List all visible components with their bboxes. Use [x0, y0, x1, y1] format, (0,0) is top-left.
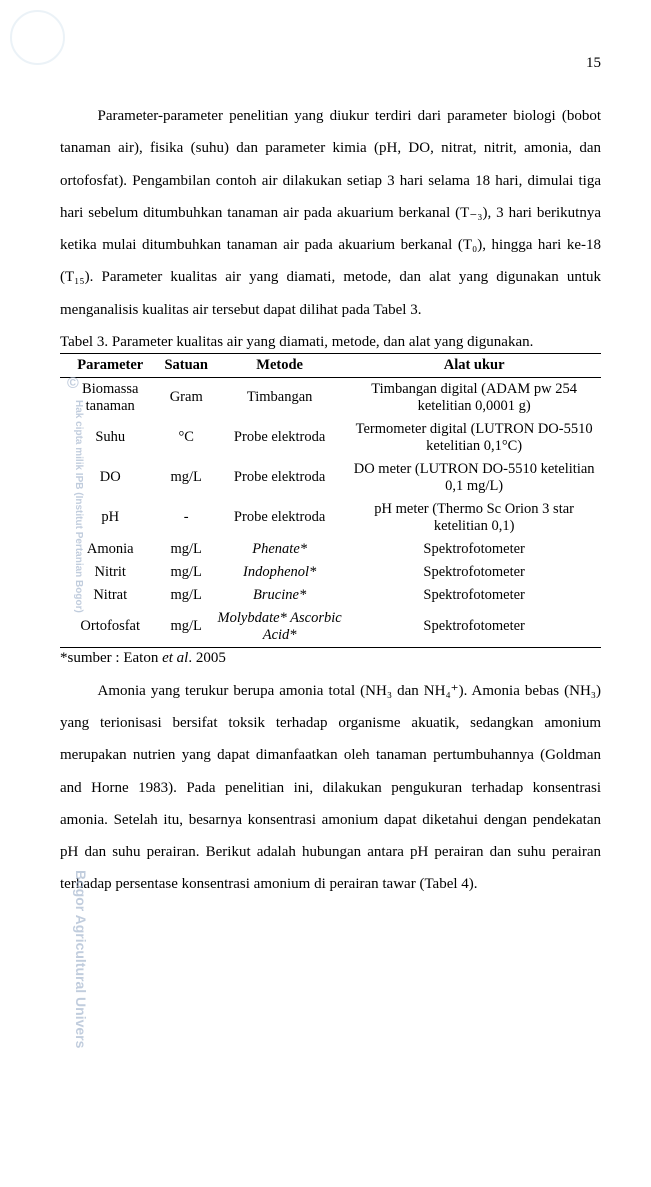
page-content: Parameter-parameter penelitian yang diuk… [60, 100, 601, 901]
header-metode: Metode [212, 353, 347, 377]
table-row: Nitrat mg/L Brucine* Spektrofotometer [60, 584, 601, 607]
parameter-table: Parameter Satuan Metode Alat ukur Biomas… [60, 353, 601, 648]
cell-metode: Phenate* [212, 538, 347, 561]
header-alat: Alat ukur [347, 353, 601, 377]
cell-param: Ortofosfat [60, 607, 160, 648]
paragraph-2: Amonia yang terukur berupa amonia total … [60, 675, 601, 901]
table-row: Amonia mg/L Phenate* Spektrofotometer [60, 538, 601, 561]
cell-satuan: mg/L [160, 458, 212, 498]
cell-satuan: - [160, 498, 212, 538]
table-header-row: Parameter Satuan Metode Alat ukur [60, 353, 601, 377]
table-caption: Tabel 3. Parameter kualitas air yang dia… [60, 334, 601, 351]
cell-alat: Termometer digital (LUTRON DO-5510 ketel… [347, 418, 601, 458]
cell-satuan: mg/L [160, 584, 212, 607]
cell-metode: Probe elektroda [212, 458, 347, 498]
table-footnote: *sumber : Eaton et al. 2005 [60, 650, 601, 667]
cell-alat: Spektrofotometer [347, 584, 601, 607]
cell-metode: Indophenol* [212, 561, 347, 584]
cell-satuan: °C [160, 418, 212, 458]
cell-metode: Probe elektroda [212, 498, 347, 538]
cell-alat: Spektrofotometer [347, 561, 601, 584]
cell-alat: DO meter (LUTRON DO-5510 ketelitian 0,1 … [347, 458, 601, 498]
cell-metode: Molybdate* Ascorbic Acid* [212, 607, 347, 648]
cell-metode: Timbangan [212, 377, 347, 418]
paragraph-1: Parameter-parameter penelitian yang diuk… [60, 100, 601, 326]
cell-metode: Probe elektroda [212, 418, 347, 458]
cell-satuan: mg/L [160, 607, 212, 648]
cell-alat: Spektrofotometer [347, 607, 601, 648]
table-row: DO mg/L Probe elektroda DO meter (LUTRON… [60, 458, 601, 498]
cell-satuan: mg/L [160, 538, 212, 561]
table-row: Biomassa tanaman Gram Timbangan Timbanga… [60, 377, 601, 418]
table-row: Nitrit mg/L Indophenol* Spektrofotometer [60, 561, 601, 584]
ipb-vertical-watermark: Hak cipta milik IPB (Institut Pertanian … [73, 400, 84, 613]
cell-alat: pH meter (Thermo Sc Orion 3 star ketelit… [347, 498, 601, 538]
footnote-italic: et al [162, 650, 188, 666]
footnote-suffix: . 2005 [188, 650, 226, 666]
table-row: Suhu °C Probe elektroda Termometer digit… [60, 418, 601, 458]
cell-satuan: mg/L [160, 561, 212, 584]
footnote-prefix: *sumber : Eaton [60, 650, 162, 666]
header-parameter: Parameter [60, 353, 160, 377]
cell-alat: Spektrofotometer [347, 538, 601, 561]
cell-alat: Timbangan digital (ADAM pw 254 ketelitia… [347, 377, 601, 418]
cell-satuan: Gram [160, 377, 212, 418]
page-number: 15 [586, 55, 601, 72]
bogor-vertical-watermark: Bogor Agricultural Univers [73, 870, 89, 1048]
ipb-logo-watermark [10, 10, 65, 65]
table-row: pH - Probe elektroda pH meter (Thermo Sc… [60, 498, 601, 538]
copyright-watermark: © [67, 375, 79, 393]
cell-metode: Brucine* [212, 584, 347, 607]
table-row: Ortofosfat mg/L Molybdate* Ascorbic Acid… [60, 607, 601, 648]
header-satuan: Satuan [160, 353, 212, 377]
